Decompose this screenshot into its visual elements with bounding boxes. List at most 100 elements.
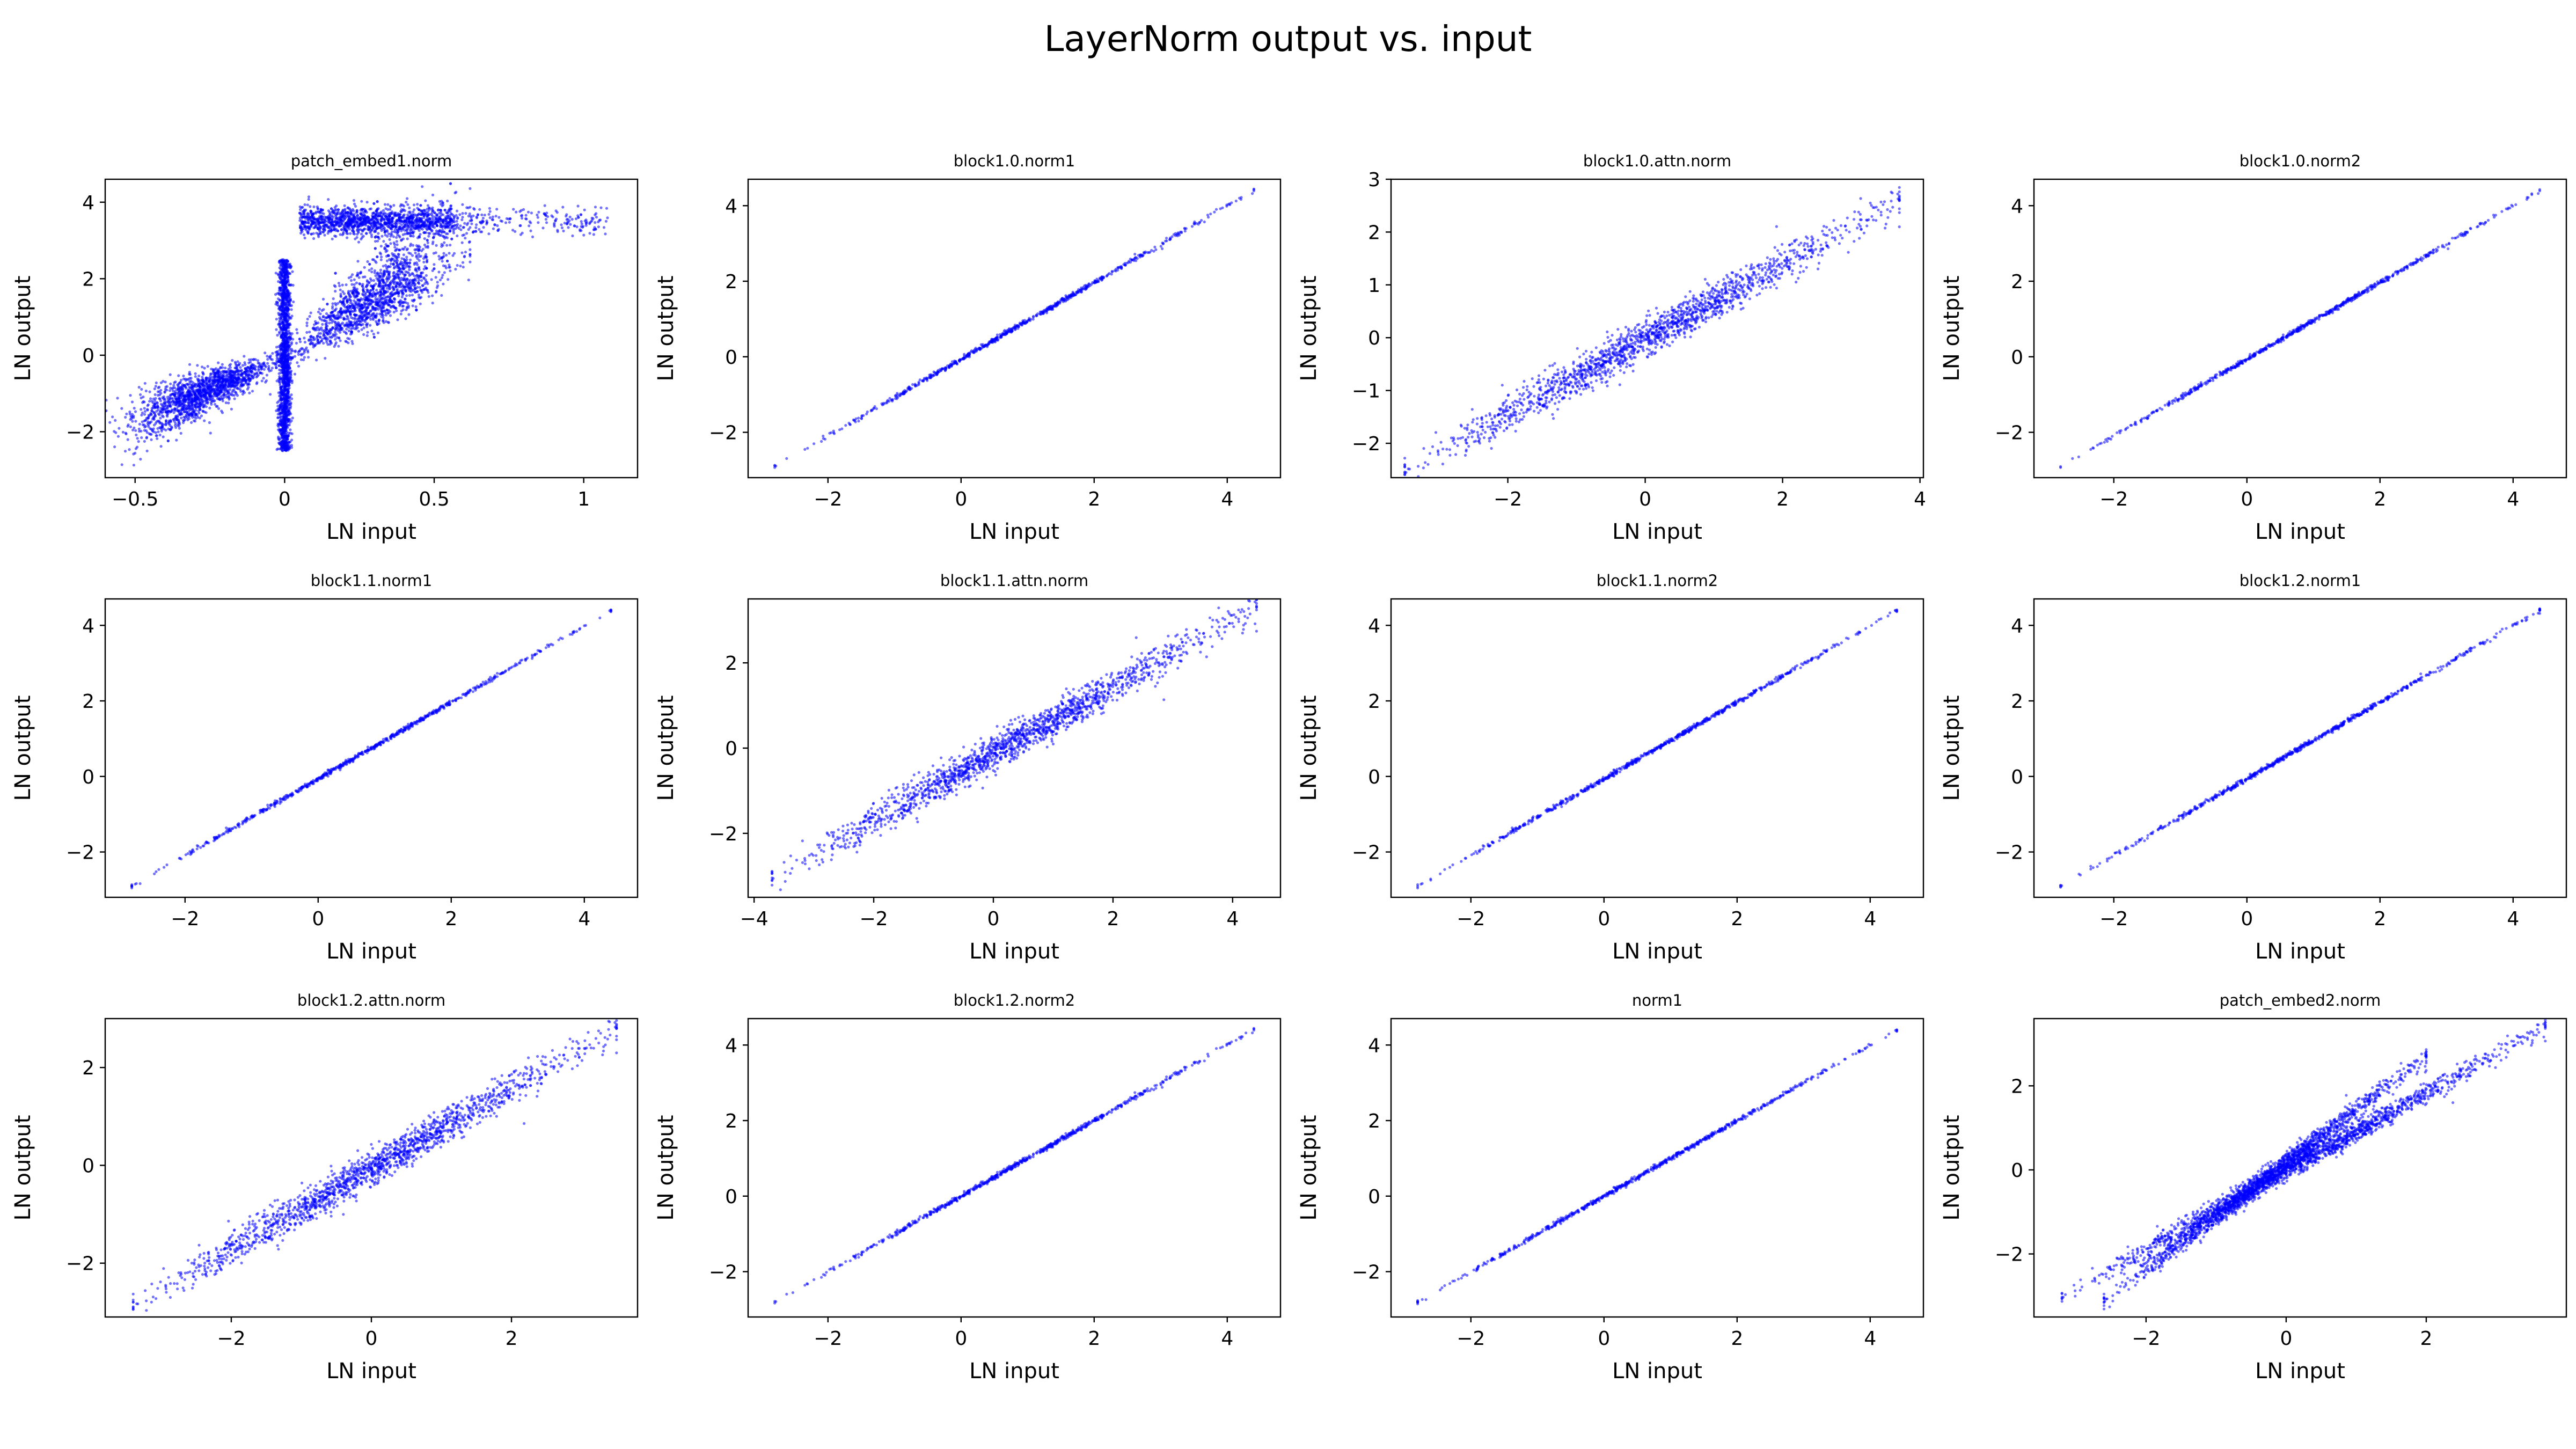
data-point bbox=[376, 255, 379, 259]
data-point bbox=[387, 277, 390, 281]
data-point bbox=[281, 440, 284, 443]
data-point bbox=[143, 419, 146, 422]
data-point bbox=[385, 280, 389, 283]
data-point bbox=[407, 306, 410, 309]
data-point bbox=[394, 285, 398, 288]
data-point bbox=[323, 336, 326, 340]
data-point bbox=[342, 318, 346, 321]
data-point bbox=[402, 247, 405, 251]
data-point bbox=[560, 226, 564, 230]
data-point bbox=[447, 266, 451, 269]
data-point bbox=[280, 289, 283, 292]
data-point bbox=[419, 302, 422, 305]
data-point bbox=[384, 320, 388, 323]
data-point bbox=[227, 401, 230, 405]
data-point bbox=[345, 314, 349, 318]
data-point bbox=[374, 295, 377, 298]
data-point bbox=[269, 357, 273, 361]
data-point bbox=[215, 394, 218, 398]
data-point bbox=[461, 261, 465, 264]
data-point bbox=[431, 242, 434, 245]
data-point bbox=[225, 389, 229, 392]
data-point bbox=[357, 330, 361, 333]
data-point bbox=[416, 245, 420, 248]
data-point bbox=[345, 327, 348, 331]
data-point bbox=[364, 320, 367, 324]
data-point bbox=[290, 304, 294, 308]
data-point bbox=[179, 380, 182, 384]
data-point bbox=[128, 410, 131, 414]
data-point bbox=[371, 317, 375, 320]
data-point bbox=[332, 315, 335, 318]
data-point bbox=[374, 282, 377, 286]
data-point bbox=[394, 248, 398, 252]
data-point bbox=[151, 401, 155, 405]
data-point bbox=[339, 309, 342, 312]
data-point bbox=[375, 298, 378, 302]
data-point bbox=[356, 260, 360, 263]
data-point bbox=[267, 367, 270, 370]
data-point bbox=[427, 291, 430, 294]
data-point bbox=[278, 377, 281, 380]
data-point bbox=[298, 349, 301, 353]
data-point bbox=[282, 295, 286, 298]
data-point bbox=[431, 193, 435, 196]
data-point bbox=[294, 349, 297, 353]
data-point bbox=[447, 278, 450, 281]
data-point bbox=[376, 291, 380, 295]
data-point bbox=[244, 363, 247, 367]
data-point bbox=[172, 384, 175, 387]
data-point bbox=[145, 436, 149, 439]
data-point bbox=[225, 370, 228, 374]
data-point bbox=[101, 459, 104, 462]
data-point bbox=[376, 239, 379, 243]
data-point bbox=[164, 428, 167, 432]
data-point bbox=[195, 401, 199, 405]
data-point bbox=[221, 376, 224, 379]
data-point bbox=[287, 419, 290, 422]
data-point bbox=[183, 410, 186, 413]
data-point bbox=[241, 384, 245, 387]
data-point bbox=[279, 325, 282, 328]
data-point bbox=[192, 399, 195, 402]
data-point bbox=[353, 278, 356, 281]
data-point bbox=[444, 265, 447, 268]
data-point bbox=[132, 464, 135, 467]
data-point bbox=[186, 418, 189, 422]
data-point bbox=[418, 286, 422, 289]
data-point bbox=[408, 261, 412, 265]
data-point bbox=[212, 383, 215, 387]
data-point bbox=[339, 294, 342, 298]
data-point bbox=[412, 289, 415, 292]
data-point bbox=[229, 369, 232, 372]
data-point bbox=[460, 251, 464, 254]
data-point bbox=[353, 299, 356, 302]
data-point bbox=[462, 136, 464, 138]
data-point bbox=[362, 290, 365, 293]
data-point bbox=[422, 276, 426, 280]
data-point bbox=[402, 253, 406, 257]
data-point bbox=[123, 450, 127, 453]
data-point bbox=[276, 353, 279, 356]
scatter-points bbox=[101, 136, 609, 467]
data-point bbox=[322, 341, 325, 345]
data-point bbox=[164, 423, 167, 427]
data-point bbox=[440, 294, 443, 297]
data-point bbox=[277, 391, 280, 394]
data-point bbox=[442, 282, 445, 286]
data-point bbox=[231, 379, 234, 383]
data-point bbox=[180, 397, 184, 400]
data-point bbox=[425, 175, 428, 178]
data-point bbox=[280, 334, 283, 338]
data-point bbox=[319, 312, 322, 316]
data-point bbox=[268, 369, 271, 373]
data-point bbox=[277, 425, 280, 428]
data-point bbox=[248, 391, 251, 394]
data-point bbox=[344, 311, 347, 314]
data-point bbox=[339, 316, 342, 319]
data-point bbox=[382, 305, 385, 308]
data-point bbox=[235, 377, 238, 380]
data-point bbox=[159, 402, 163, 406]
data-point bbox=[224, 382, 227, 385]
data-point bbox=[392, 288, 396, 291]
